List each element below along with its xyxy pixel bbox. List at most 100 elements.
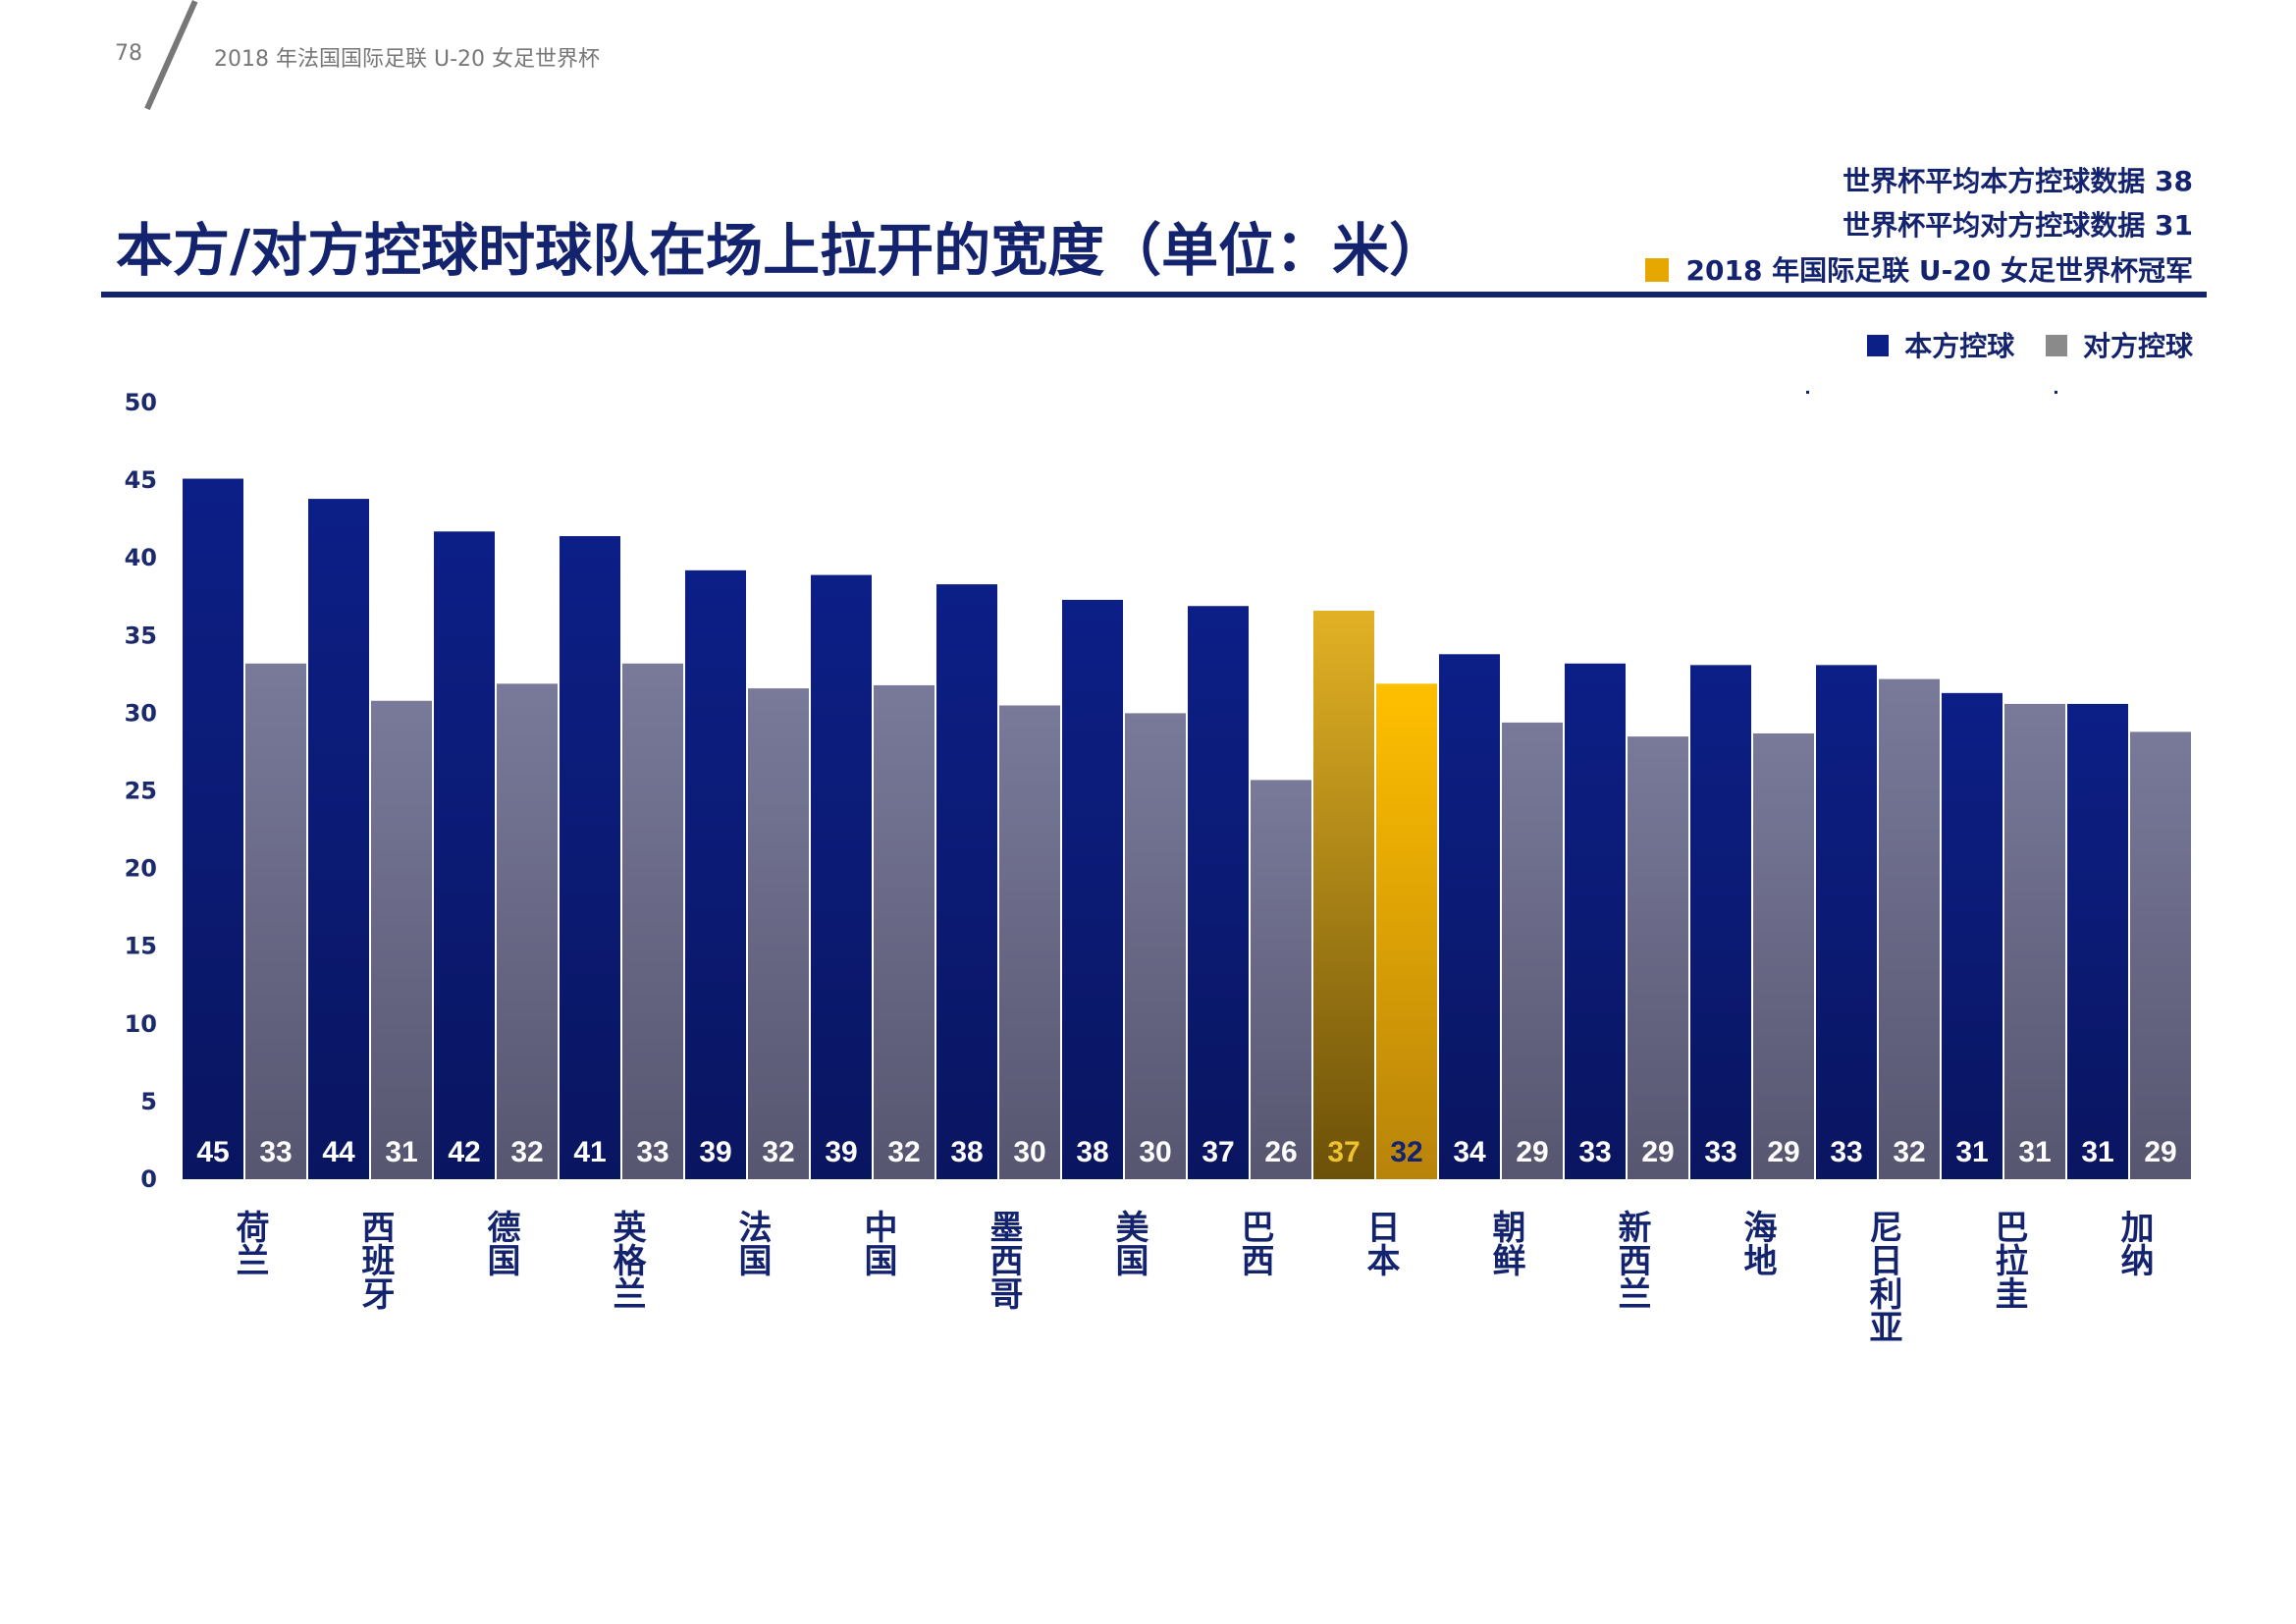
category-label: 海地	[1737, 1210, 1777, 1276]
category-label: 新西兰	[1612, 1210, 1651, 1310]
category-label: 尼日利亚	[1863, 1210, 1902, 1343]
average-opponent-possession: 世界杯平均对方控球数据 31	[1842, 209, 2193, 242]
y-axis: 0 5 10 15 20 25 30 35 40 45 50	[125, 389, 157, 1193]
legend-dot	[1806, 391, 1809, 394]
bar-own-0	[183, 478, 243, 1179]
data-label: 45	[196, 1136, 229, 1168]
data-label: 32	[510, 1136, 543, 1168]
category-label: 巴西	[1235, 1210, 1274, 1276]
bar-opp-5	[874, 684, 934, 1179]
bar-opp-4	[748, 688, 809, 1179]
running-title: 2018 年法国国际足联 U-20 女足世界杯	[214, 47, 601, 72]
category-label: 荷兰	[230, 1210, 269, 1276]
category-label: 日本	[1361, 1210, 1400, 1276]
chart-title: 本方/对方控球时球队在场上拉开的宽度（单位：米）	[116, 217, 1447, 284]
y-tick-label: 45	[125, 466, 157, 494]
data-label: 29	[2144, 1136, 2176, 1168]
champion-note: 2018 年国际足联 U-20 女足世界杯冠军	[1644, 249, 2194, 289]
bar-opp-11	[1628, 736, 1688, 1179]
y-tick-label: 20	[125, 855, 157, 883]
legend-own-label: 本方控球	[1904, 330, 2015, 362]
legend-opp-swatch	[2045, 335, 2067, 356]
data-label: 37	[1201, 1136, 1234, 1168]
champion-swatch	[1644, 258, 1669, 282]
bar-opp-0	[245, 663, 306, 1179]
bar-opp-1	[371, 700, 432, 1179]
data-label: 37	[1327, 1136, 1360, 1168]
data-label: 29	[1767, 1136, 1799, 1168]
data-label: 38	[1076, 1136, 1108, 1168]
bar-opp-3	[622, 663, 683, 1179]
data-label: 33	[1830, 1136, 1862, 1168]
bar-own-12	[1690, 665, 1751, 1179]
data-label: 38	[950, 1136, 983, 1168]
data-label: 29	[1516, 1136, 1548, 1168]
bar-own-4	[685, 569, 746, 1179]
y-tick-label: 30	[125, 699, 157, 727]
bar-opp-8	[1251, 780, 1311, 1179]
bar-own-7	[1062, 599, 1123, 1179]
data-label: 41	[573, 1136, 606, 1168]
y-tick-label: 5	[140, 1088, 157, 1115]
data-label: 39	[825, 1136, 857, 1168]
bar-opp-10	[1502, 722, 1563, 1179]
data-label: 33	[1578, 1136, 1611, 1168]
y-tick-label: 35	[125, 622, 157, 649]
average-own-possession: 世界杯平均本方控球数据 38	[1842, 165, 2193, 197]
bar-opp-7	[1125, 713, 1186, 1179]
bar-opp-15	[2130, 731, 2191, 1179]
data-label: 31	[1955, 1136, 1988, 1168]
bar-own-10	[1439, 654, 1500, 1179]
y-tick-label: 50	[125, 389, 157, 416]
value-labels: 45 33 44 31 42 32 41 33 39 32 39 32 38 30 38 30 37 26 37 32…	[196, 1136, 2176, 1168]
data-label: 32	[1390, 1136, 1422, 1168]
bar-own-5	[811, 574, 872, 1179]
category-label: 英格兰	[607, 1210, 646, 1310]
data-label: 30	[1139, 1136, 1171, 1168]
data-label: 32	[887, 1136, 920, 1168]
legend-dot	[2055, 391, 2057, 394]
bar-own-13	[1816, 665, 1877, 1179]
data-label: 30	[1013, 1136, 1045, 1168]
bar-opp-6	[999, 705, 1060, 1179]
bar-own-6	[936, 584, 997, 1179]
page-number: 78	[115, 41, 142, 66]
bar-own-2	[434, 531, 495, 1179]
bars	[183, 478, 2191, 1180]
legend-opp-label: 对方控球	[2082, 330, 2193, 362]
champion-label: 2018 年国际足联 U-20 女足世界杯冠军	[1685, 254, 2194, 287]
bar-own-8	[1188, 606, 1249, 1179]
bar-opp-12	[1753, 732, 1814, 1179]
title-underline	[101, 292, 2207, 298]
data-label: 39	[699, 1136, 731, 1168]
bar-own-9	[1313, 610, 1374, 1179]
category-label: 加纳	[2114, 1210, 2154, 1276]
category-label: 墨西哥	[984, 1210, 1023, 1310]
bar-own-15	[2067, 703, 2128, 1179]
data-label: 31	[385, 1136, 417, 1168]
category-label: 美国	[1109, 1210, 1148, 1276]
category-label: 中国	[858, 1210, 897, 1276]
bar-own-14	[1942, 692, 2002, 1179]
bar-opp-13	[1879, 678, 1940, 1179]
bar-opp-9	[1376, 683, 1437, 1179]
data-label: 33	[636, 1136, 668, 1168]
data-label: 31	[2081, 1136, 2113, 1168]
y-tick-label: 0	[140, 1165, 157, 1193]
data-label: 26	[1264, 1136, 1297, 1168]
bar-own-1	[308, 499, 369, 1180]
legend-own-swatch	[1867, 335, 1890, 356]
category-label: 法国	[732, 1210, 772, 1276]
data-label: 29	[1641, 1136, 1674, 1168]
y-tick-label: 25	[125, 778, 157, 805]
y-tick-label: 15	[125, 933, 157, 960]
legend: 本方控球 对方控球	[1867, 325, 2193, 364]
data-label: 31	[2018, 1136, 2051, 1168]
data-label: 32	[762, 1136, 794, 1168]
category-label: 德国	[481, 1210, 520, 1276]
data-label: 33	[259, 1136, 292, 1168]
bar-opp-14	[2004, 703, 2065, 1179]
category-label: 西班牙	[355, 1210, 395, 1310]
data-label: 44	[322, 1136, 355, 1168]
